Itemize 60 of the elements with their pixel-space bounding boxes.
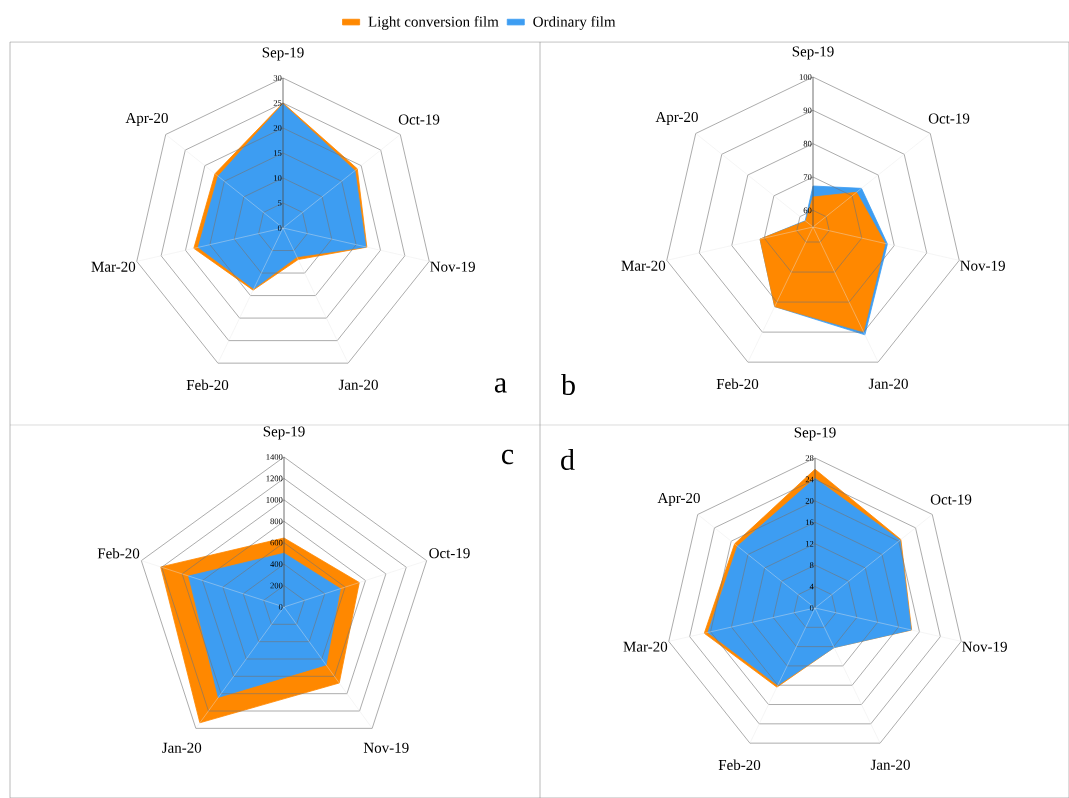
- y-tick-label: 400: [270, 561, 283, 567]
- spoke-label: Oct-19: [928, 113, 970, 124]
- spoke-label: Sep-19: [263, 426, 305, 440]
- spoke-label: Nov-19: [430, 261, 475, 272]
- spoke-label: Nov-19: [962, 641, 1007, 652]
- legend-label: Light conversion film: [368, 16, 499, 30]
- spoke-label: Oct-19: [398, 114, 440, 125]
- y-tick-label: 30: [273, 75, 282, 81]
- spoke-label: Jan-20: [338, 379, 378, 390]
- y-tick-label: 8: [809, 562, 814, 568]
- spoke-label: Jan-20: [870, 759, 910, 770]
- text: d: [561, 448, 575, 471]
- spoke-label: Sep-19: [794, 427, 836, 441]
- spoke-label: Nov-19: [363, 742, 409, 753]
- spoke-label: Feb-20: [97, 547, 140, 559]
- spoke-label: Apr-20: [657, 492, 700, 507]
- y-tick-label: 12: [806, 540, 814, 547]
- spoke-label: Mar-20: [91, 261, 136, 272]
- y-tick-label: 20: [273, 125, 282, 131]
- y-tick-label: 200: [270, 582, 283, 589]
- y-tick-label: 20: [805, 497, 814, 504]
- spoke-label: Apr-20: [125, 112, 168, 127]
- y-tick-label: 1400: [266, 454, 283, 460]
- spoke-label: Nov-19: [960, 260, 1005, 271]
- y-tick-label: 5: [278, 200, 282, 206]
- y-tick-label: 0: [278, 604, 283, 610]
- y-tick-label: 4: [809, 583, 814, 590]
- y-tick-label: 16: [806, 519, 814, 526]
- y-tick-label: 80: [803, 140, 812, 147]
- spoke-label: Mar-20: [623, 641, 668, 652]
- y-tick-label: 90: [803, 107, 812, 114]
- text: b: [561, 373, 575, 396]
- y-tick-label: 600: [270, 539, 283, 546]
- text: c: [501, 449, 514, 465]
- y-tick-label: 25: [273, 100, 282, 106]
- spoke-label: Feb-20: [186, 379, 229, 391]
- spoke-label: Mar-20: [621, 260, 666, 271]
- spoke-label: Oct-19: [429, 548, 470, 559]
- y-tick-label: 24: [805, 476, 814, 483]
- spoke-label: Sep-19: [262, 47, 304, 61]
- y-tick-label: 10: [274, 175, 282, 181]
- y-tick-label: 1000: [266, 496, 283, 503]
- spoke-label: Apr-20: [655, 111, 698, 126]
- spoke-label: Feb-20: [718, 759, 761, 771]
- legend-label: Ordinary film: [533, 16, 616, 30]
- y-tick-label: 0: [277, 225, 282, 231]
- y-tick-label: 70: [803, 174, 812, 180]
- y-tick-label: 800: [270, 518, 283, 525]
- spoke-label: Feb-20: [716, 378, 759, 390]
- spoke-label: Jan-20: [868, 378, 908, 389]
- y-tick-label: 100: [799, 74, 812, 80]
- y-tick-label: 15: [274, 150, 282, 156]
- y-tick-label: 0: [809, 605, 814, 611]
- text: a: [494, 378, 507, 393]
- spoke-label: Sep-19: [792, 46, 834, 60]
- spoke-label: Jan-20: [162, 742, 202, 753]
- y-tick-label: 60: [803, 207, 812, 214]
- spoke-label: Oct-19: [930, 494, 972, 505]
- y-tick-label: 28: [805, 455, 814, 461]
- y-tick-label: 1200: [266, 475, 283, 482]
